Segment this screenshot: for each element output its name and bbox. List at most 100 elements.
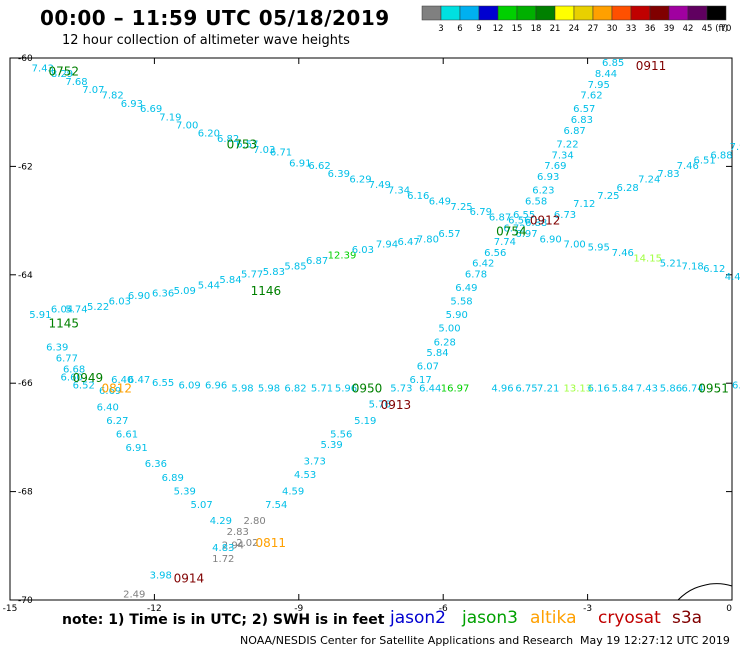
- wave-height-label: 7.03: [253, 145, 275, 156]
- wave-height-label: 6.36: [145, 459, 167, 470]
- wave-height-label: 7.83: [657, 169, 679, 180]
- wave-height-label: 6.10: [732, 381, 740, 392]
- colorbar-swatch: [440, 5, 461, 21]
- legend-s3a: s3a: [672, 608, 703, 628]
- colorbar-tick-label: 9: [476, 24, 481, 34]
- colorbar-swatch: [649, 5, 670, 21]
- wave-height-label: 6.44: [419, 383, 441, 394]
- wave-height-label: 6.82: [284, 383, 306, 394]
- wave-height-label: 6.85: [602, 58, 624, 69]
- wave-height-label: 6.82: [217, 134, 239, 145]
- colorbar-swatch: [668, 5, 689, 21]
- wave-height-label: 7.74: [494, 237, 516, 248]
- colorbar-tick-label: 24: [569, 24, 580, 34]
- colorbar-swatch: [421, 5, 442, 21]
- legend-jason2: jason2: [390, 608, 446, 628]
- lat-tick-label: -64: [18, 271, 33, 281]
- wave-height-label: 5.58: [450, 297, 472, 308]
- wave-height-label: 6.90: [539, 234, 561, 245]
- wave-height-label: 6.28: [434, 337, 456, 348]
- wave-height-label: 5.39: [320, 440, 342, 451]
- colorbar-swatch: [478, 5, 499, 21]
- wave-height-label: 4.59: [282, 486, 304, 497]
- wave-height-label: 6.55: [152, 378, 174, 389]
- wave-height-label: 7.21: [537, 383, 559, 394]
- wave-height-label: 5.86: [660, 383, 682, 394]
- wave-height-label: 5.07: [191, 500, 213, 511]
- wave-height-label: 6.57: [573, 104, 595, 115]
- colorbar-tick-label: 42: [683, 24, 694, 34]
- wave-height-label: 6.09: [178, 381, 200, 392]
- wave-height-label: 7.25: [597, 191, 619, 202]
- colorbar-swatch: [535, 5, 556, 21]
- wave-height-label: 7.98: [730, 142, 740, 153]
- wave-height-label: 5.56: [330, 429, 352, 440]
- wave-height-label: 4.41: [725, 272, 740, 283]
- wave-height-label: 6.03: [109, 297, 131, 308]
- colorbar-swatch: [706, 5, 727, 21]
- wave-height-label: 6.69: [99, 386, 121, 397]
- colorbar-swatch: [611, 5, 632, 21]
- credit-text: NOAA/NESDIS Center for Satellite Applica…: [240, 634, 574, 647]
- wave-height-label: 5.09: [174, 286, 196, 297]
- wave-height-label: 5.39: [174, 486, 196, 497]
- wave-height-label: 7.00: [176, 120, 198, 131]
- colorbar-swatch: [687, 5, 708, 21]
- wave-height-label: 6.60: [61, 372, 83, 383]
- wave-height-label: 6.57: [438, 229, 460, 240]
- wave-height-label: 6.78: [465, 270, 487, 281]
- pass-time-label: 1145: [49, 317, 80, 331]
- wave-height-label: 6.88: [710, 150, 732, 161]
- wave-height-label: 6.58: [525, 196, 547, 207]
- wave-height-label: 5.77: [241, 270, 263, 281]
- wave-height-label: 7.19: [159, 112, 181, 123]
- colorbar-swatch: [554, 5, 575, 21]
- lat-tick-label: -60: [18, 54, 33, 64]
- colorbar-tick-label: 36: [645, 24, 656, 34]
- wave-height-label: 6.39: [328, 169, 350, 180]
- wave-height-label: 7.43: [636, 383, 658, 394]
- wave-height-label: 7.82: [101, 91, 123, 102]
- wave-height-label: 7.25: [450, 202, 472, 213]
- colorbar-tick-label: 39: [664, 24, 675, 34]
- wave-height-label: 6.74: [681, 383, 703, 394]
- page-title: 00:00 – 11:59 UTC 05/18/2019: [40, 6, 390, 30]
- wave-height-label: 6.03: [352, 245, 374, 256]
- wave-height-label: 6.93: [537, 172, 559, 183]
- wave-height-label: 5.90: [446, 310, 468, 321]
- wave-height-label: 4.53: [294, 470, 316, 481]
- wave-height-label: 6.47: [128, 375, 150, 386]
- lon-tick-label: 0: [726, 604, 732, 614]
- wave-height-label: 6.87: [306, 256, 328, 267]
- lon-tick-label: -6: [439, 604, 448, 614]
- wave-height-label: 5.98: [258, 383, 280, 394]
- wave-height-label: 6.20: [198, 129, 220, 140]
- colorbar-swatch: [516, 5, 537, 21]
- wave-height-label: 7.00: [564, 240, 586, 251]
- wave-height-label: 5.85: [284, 261, 306, 272]
- colorbar-tick-label: 3: [438, 24, 443, 34]
- wave-height-label: 6.16: [588, 383, 610, 394]
- wave-height-label: 14.15: [633, 253, 662, 264]
- wave-height-label: 4.96: [491, 383, 513, 394]
- wave-height-label: 7.68: [65, 77, 87, 88]
- wave-height-label: 2.83: [227, 527, 249, 538]
- wave-height-label: 6.96: [205, 381, 227, 392]
- wave-height-label: 6.36: [152, 288, 174, 299]
- lon-tick-label: -15: [3, 604, 18, 614]
- footnote: note: 1) Time is in UTC; 2) SWH is in fe…: [62, 612, 385, 628]
- wave-height-label: 6.40: [97, 402, 119, 413]
- pass-time-label: 0811: [255, 536, 286, 550]
- colorbar-swatch: [459, 5, 480, 21]
- wave-height-label: 6.49: [429, 196, 451, 207]
- wave-height-label: 5.44: [198, 280, 220, 291]
- wave-height-label: 5.00: [438, 324, 460, 335]
- lat-tick-label: -68: [18, 488, 33, 498]
- wave-height-label: 6.87: [489, 213, 511, 224]
- wave-height-label: 13.13: [564, 383, 593, 394]
- colorbar-tick-label: 45: [702, 24, 713, 34]
- colorbar-swatch: [497, 5, 518, 21]
- wave-height-label: 7.46: [612, 248, 634, 259]
- map-frame: [9, 57, 733, 601]
